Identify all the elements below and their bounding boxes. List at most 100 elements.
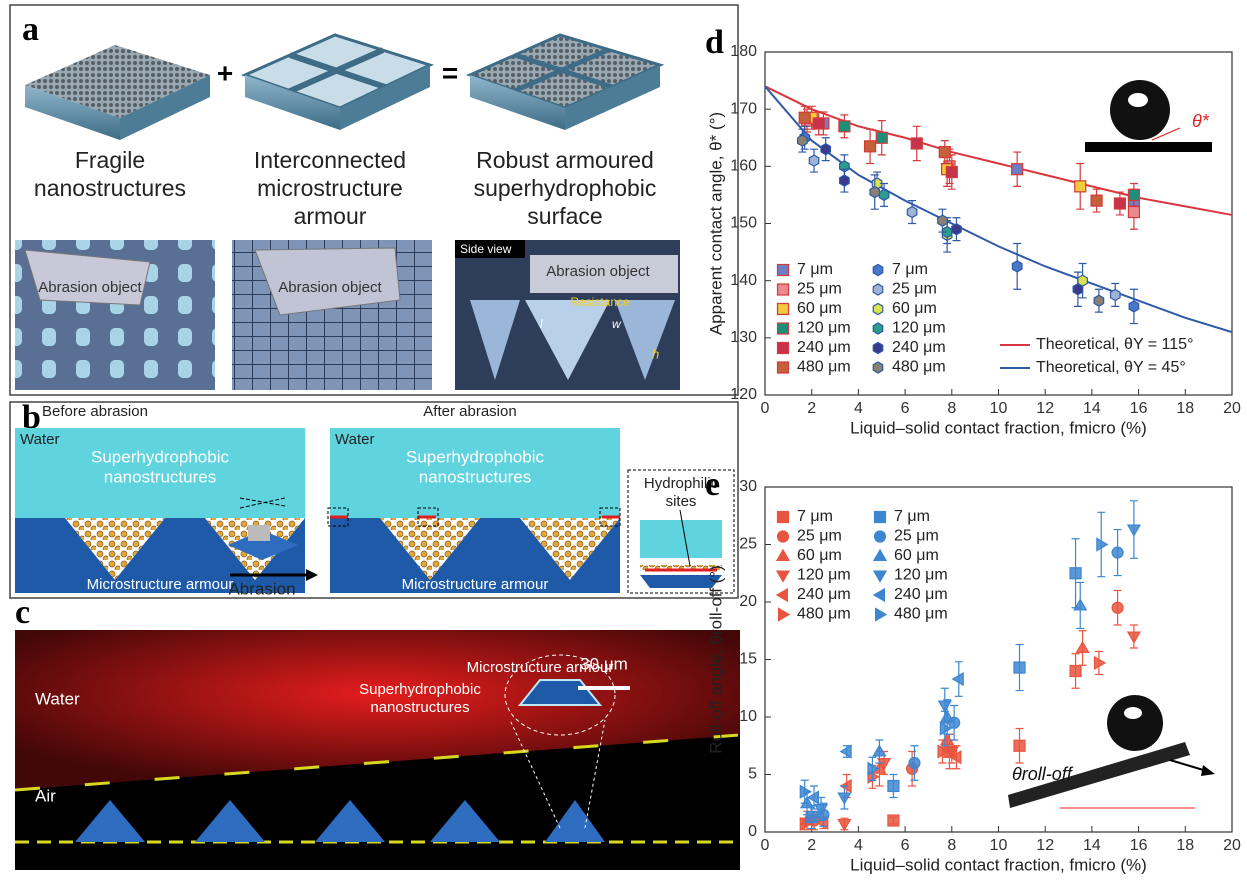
legend-label: 240 μm <box>797 586 851 603</box>
marker <box>1111 601 1124 614</box>
legend-label: 480 μm <box>797 606 851 623</box>
marker <box>799 784 812 799</box>
abrasion-label: Abrasion object <box>546 263 650 280</box>
resistance-label: Resistance <box>570 295 630 309</box>
armour-label: Microstructure armour <box>467 659 614 676</box>
x-axis-label: Liquid–solid contact fraction, fmicro (%… <box>850 855 1147 874</box>
marker <box>1074 180 1087 193</box>
legend-label: 7 μm <box>797 508 833 525</box>
x-tick-label: 14 <box>1083 400 1101 417</box>
marker <box>887 779 900 793</box>
marker <box>1093 294 1105 307</box>
marker <box>1128 300 1140 313</box>
legend-label: 120 μm <box>797 567 851 584</box>
marker <box>872 283 884 296</box>
legend-label: 120 μm <box>894 567 948 584</box>
legend-label: Theoretical, θY = 115° <box>1036 336 1193 353</box>
marker <box>776 530 790 543</box>
marker <box>820 142 832 156</box>
marker <box>799 816 812 832</box>
marker <box>872 570 888 583</box>
legend-label: 240 μm <box>797 339 851 356</box>
marker <box>872 361 884 374</box>
legend-label: 60 μm <box>892 300 937 317</box>
caption: Robust armoured <box>476 147 654 173</box>
marker <box>878 188 890 202</box>
marker <box>939 721 953 736</box>
marker <box>839 174 850 187</box>
hydrophilic-label: sites <box>666 493 697 510</box>
y-tick-label: 140 <box>730 272 757 289</box>
x-tick-label: 10 <box>990 400 1008 417</box>
marker <box>1126 631 1142 644</box>
annotation: θroll-off <box>1012 764 1074 784</box>
marker <box>1073 598 1088 611</box>
y-tick-label: 130 <box>730 329 757 346</box>
marker <box>937 214 948 227</box>
section-label: After abrasion <box>423 403 516 420</box>
marker <box>951 671 964 687</box>
legend-label: Theoretical, θY = 45° <box>1036 359 1186 376</box>
marker <box>1069 567 1082 580</box>
marker <box>876 757 892 771</box>
panel-frame <box>9 4 739 396</box>
water-label: Water <box>335 431 374 448</box>
y-tick-label: 30 <box>739 478 757 495</box>
confocal-image <box>14 630 741 870</box>
marker <box>1072 283 1084 296</box>
marker <box>1011 260 1023 273</box>
legend-label: 60 μm <box>797 547 842 564</box>
marker <box>1011 163 1024 176</box>
x-tick-label: 20 <box>1223 400 1241 417</box>
marker <box>906 205 918 219</box>
droplet-inset <box>1085 80 1212 152</box>
marker <box>887 814 900 827</box>
marker <box>776 302 790 316</box>
x-tick-label: 6 <box>901 837 910 854</box>
dim-label: l <box>540 317 543 331</box>
panel-label: e <box>705 466 720 503</box>
marker <box>872 548 888 562</box>
marker <box>798 111 811 124</box>
y-tick-label: 180 <box>730 43 757 60</box>
x-tick-label: 0 <box>761 837 770 854</box>
marker <box>938 145 951 159</box>
y-tick-label: 10 <box>739 708 757 725</box>
marker <box>1126 524 1142 537</box>
marker <box>1013 661 1026 674</box>
legend-label: 60 μm <box>797 300 842 317</box>
x-tick-label: 18 <box>1176 837 1194 854</box>
marker <box>813 803 829 817</box>
panel-label: c <box>15 594 30 631</box>
x-tick-label: 20 <box>1223 837 1241 854</box>
dim-label: w <box>612 317 622 331</box>
marker <box>873 510 887 524</box>
marker <box>799 796 815 809</box>
water-label: Water <box>20 431 59 448</box>
caption: nanostructures <box>34 175 186 201</box>
marker <box>908 756 921 770</box>
marker <box>775 570 791 583</box>
y-tick-label: 160 <box>730 158 757 175</box>
x-tick-label: 8 <box>947 400 956 417</box>
marker <box>837 792 852 805</box>
abrasion-label: Abrasion object <box>38 279 142 296</box>
marker <box>1013 739 1026 752</box>
caption: microstructure <box>257 175 403 201</box>
rolling-droplet-inset <box>1008 695 1215 809</box>
render-images <box>15 240 680 390</box>
marker <box>776 322 790 335</box>
caption: Fragile <box>75 147 145 173</box>
armour-block <box>240 33 435 130</box>
x-tick-label: 12 <box>1036 837 1054 854</box>
y-tick-label: 20 <box>739 593 757 610</box>
caption: armour <box>294 203 367 229</box>
marker <box>775 548 791 562</box>
panel-label: b <box>22 399 41 436</box>
y-tick-label: 0 <box>748 823 757 840</box>
x-tick-label: 4 <box>854 400 863 417</box>
legend-label: 120 μm <box>797 320 851 337</box>
x-tick-label: 16 <box>1130 400 1148 417</box>
abrasion-label: Abrasion <box>228 579 295 598</box>
marker <box>806 790 820 805</box>
